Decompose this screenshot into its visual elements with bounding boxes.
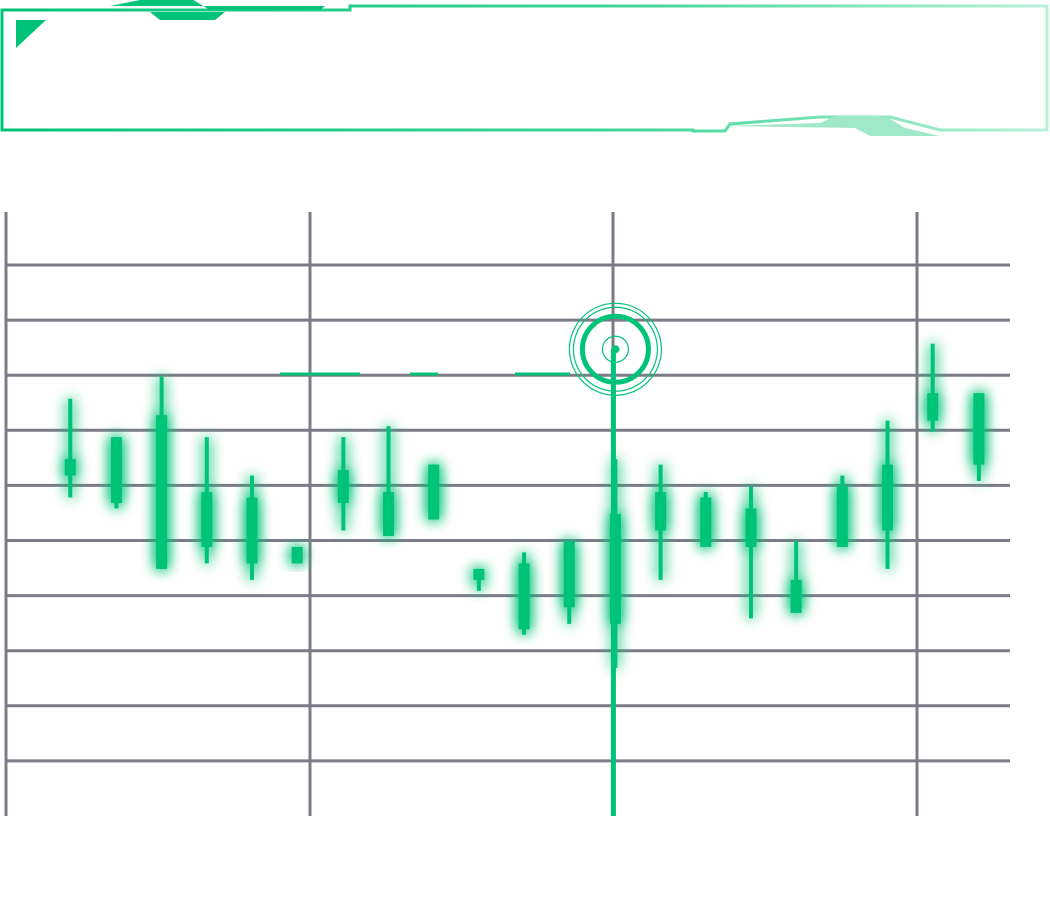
candle-body: [700, 497, 712, 547]
candle-body: [973, 393, 985, 465]
target-ring-outer2: [572, 306, 659, 392]
candle: [246, 475, 258, 580]
header-banner: [0, 0, 1049, 136]
candle-body: [473, 568, 485, 580]
candle-body: [337, 470, 349, 504]
candle-body: [428, 464, 440, 520]
candle: [201, 437, 213, 564]
banner-bottom-tab: [725, 116, 940, 136]
candle: [473, 568, 485, 591]
candle: [655, 464, 667, 580]
candle: [882, 420, 894, 569]
candle-body: [156, 415, 168, 569]
candle: [383, 426, 395, 536]
candle: [518, 552, 530, 635]
candle: [156, 376, 168, 569]
candle: [790, 541, 802, 613]
candle-body: [836, 486, 848, 547]
candle-body: [563, 541, 575, 608]
candle-body: [110, 437, 122, 504]
target-ring-main: [579, 313, 651, 385]
candle-body: [64, 459, 76, 476]
banner-top-tab: [110, 0, 325, 10]
candle: [927, 343, 939, 432]
target-center-dot: [611, 345, 620, 354]
target-crosshair-icon: [568, 302, 663, 396]
candle: [110, 437, 122, 509]
candle-body: [383, 492, 395, 536]
candle: [428, 464, 440, 520]
candle: [563, 541, 575, 624]
candle: [745, 486, 757, 619]
crosshair-layer: [280, 302, 663, 816]
banner-top-notch: [150, 12, 225, 20]
candle-body: [927, 393, 939, 421]
candle-body: [201, 492, 213, 547]
banner-frame: [0, 4, 1049, 133]
candle-body: [745, 508, 757, 547]
candle: [836, 475, 848, 547]
candle-body: [790, 579, 802, 613]
candle-body: [655, 492, 667, 531]
candle: [700, 492, 712, 547]
triangle-corner-icon: [16, 20, 46, 48]
candle-body: [291, 546, 303, 564]
target-ring-outer: [568, 302, 663, 396]
candle: [291, 546, 303, 564]
candle: [64, 398, 76, 498]
candle-body: [882, 464, 894, 531]
candle-body: [518, 563, 530, 630]
candle: [973, 393, 985, 482]
candles-layer: [64, 343, 985, 668]
candle: [337, 437, 349, 531]
candle-body: [246, 497, 258, 564]
target-ring-inner: [601, 335, 630, 363]
